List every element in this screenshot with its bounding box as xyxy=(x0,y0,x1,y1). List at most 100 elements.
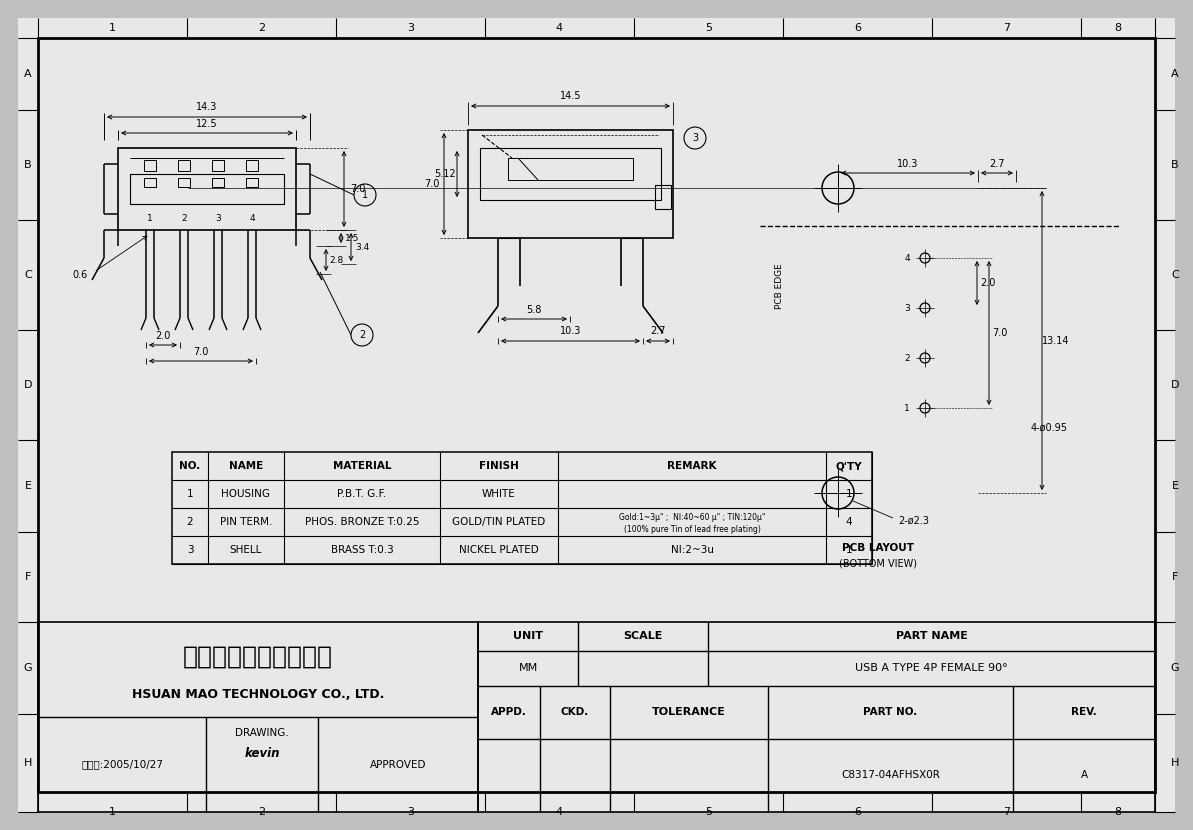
Text: D: D xyxy=(24,380,32,390)
Text: Gold:1~3μ" ;  NI:40~60 μ" ; TIN:120μ": Gold:1~3μ" ; NI:40~60 μ" ; TIN:120μ" xyxy=(619,512,765,521)
Bar xyxy=(144,178,156,187)
Text: 4: 4 xyxy=(556,23,563,33)
Text: A: A xyxy=(1081,770,1088,780)
Text: 5.8: 5.8 xyxy=(526,305,542,315)
Text: 5.12: 5.12 xyxy=(434,169,456,179)
Text: 2: 2 xyxy=(359,330,365,340)
Text: 玄茂科技股份有限公司: 玄茂科技股份有限公司 xyxy=(183,645,333,669)
Text: F: F xyxy=(25,572,31,582)
Text: PIN TERM.: PIN TERM. xyxy=(220,517,272,527)
Text: C: C xyxy=(24,270,32,280)
Text: 2.0: 2.0 xyxy=(981,278,996,288)
Text: 4: 4 xyxy=(904,253,910,262)
Text: (BOTTOM VIEW): (BOTTOM VIEW) xyxy=(839,558,917,568)
Text: Q'TY: Q'TY xyxy=(835,461,863,471)
Bar xyxy=(212,178,224,187)
Text: 4: 4 xyxy=(846,517,852,527)
Text: APPD.: APPD. xyxy=(492,707,527,717)
Text: 10.3: 10.3 xyxy=(560,326,581,336)
Text: PART NAME: PART NAME xyxy=(896,632,968,642)
Text: 1: 1 xyxy=(109,807,116,817)
Text: A: A xyxy=(24,69,32,79)
Text: DRAWING.: DRAWING. xyxy=(235,728,289,738)
Bar xyxy=(178,178,190,187)
Text: REV.: REV. xyxy=(1071,707,1096,717)
Bar xyxy=(480,148,661,200)
Text: 1: 1 xyxy=(186,489,193,499)
Text: 7.0: 7.0 xyxy=(193,347,209,357)
Text: 1.5: 1.5 xyxy=(345,233,359,242)
Bar xyxy=(468,130,673,238)
Bar xyxy=(178,160,190,171)
Text: SCALE: SCALE xyxy=(623,632,662,642)
Text: MATERIAL: MATERIAL xyxy=(333,461,391,471)
Text: 8: 8 xyxy=(1114,23,1121,33)
Text: E: E xyxy=(25,481,31,491)
Text: 1: 1 xyxy=(904,403,910,413)
Text: 5: 5 xyxy=(705,807,712,817)
Text: USB A TYPE 4P FEMALE 90°: USB A TYPE 4P FEMALE 90° xyxy=(855,663,1008,673)
Text: A: A xyxy=(1172,69,1179,79)
Text: NO.: NO. xyxy=(179,461,200,471)
Bar xyxy=(478,622,1155,812)
Text: NI:2~3u: NI:2~3u xyxy=(670,545,713,555)
Text: 14.5: 14.5 xyxy=(560,91,581,101)
Text: 2: 2 xyxy=(258,807,265,817)
Text: 1: 1 xyxy=(361,190,369,200)
Text: F: F xyxy=(1172,572,1179,582)
Text: D: D xyxy=(1170,380,1179,390)
Text: 2: 2 xyxy=(181,213,187,222)
Text: APPROVED: APPROVED xyxy=(370,759,426,769)
Text: 8: 8 xyxy=(1114,807,1121,817)
Text: 7: 7 xyxy=(1003,807,1010,817)
Text: REMARK: REMARK xyxy=(667,461,717,471)
Text: 5: 5 xyxy=(705,23,712,33)
Text: NAME: NAME xyxy=(229,461,264,471)
Bar xyxy=(246,178,258,187)
Text: 2: 2 xyxy=(904,354,910,363)
Text: GOLD/TIN PLATED: GOLD/TIN PLATED xyxy=(452,517,545,527)
Text: 7: 7 xyxy=(1003,23,1010,33)
Text: HSUAN MAO TECHNOLOGY CO., LTD.: HSUAN MAO TECHNOLOGY CO., LTD. xyxy=(131,687,384,701)
Text: (100% pure Tin of lead free plating): (100% pure Tin of lead free plating) xyxy=(624,525,760,534)
Text: 7.0: 7.0 xyxy=(993,328,1008,338)
Text: 4: 4 xyxy=(556,807,563,817)
Text: 14.3: 14.3 xyxy=(197,102,217,112)
Bar xyxy=(172,452,872,564)
Text: B: B xyxy=(1172,160,1179,170)
Text: MM: MM xyxy=(519,663,538,673)
Text: 3: 3 xyxy=(215,213,221,222)
Text: G: G xyxy=(1170,663,1180,673)
Text: SHELL: SHELL xyxy=(230,545,262,555)
Bar xyxy=(655,185,670,209)
Text: C8317-04AFHSX0R: C8317-04AFHSX0R xyxy=(841,770,940,780)
Text: 2: 2 xyxy=(186,517,193,527)
Text: 4-ø0.95: 4-ø0.95 xyxy=(1031,423,1068,433)
Text: 1: 1 xyxy=(147,213,153,222)
Text: 3: 3 xyxy=(407,807,414,817)
Text: 2.7: 2.7 xyxy=(989,159,1005,169)
Text: PART NO.: PART NO. xyxy=(864,707,917,717)
Text: H: H xyxy=(1170,758,1179,768)
Text: 1: 1 xyxy=(846,489,852,499)
Text: 2.7: 2.7 xyxy=(650,326,666,336)
Text: 2.8: 2.8 xyxy=(329,256,344,265)
Text: WHITE: WHITE xyxy=(482,489,515,499)
Text: 7.0: 7.0 xyxy=(425,179,440,189)
Text: 3: 3 xyxy=(407,23,414,33)
Bar xyxy=(246,160,258,171)
Text: P.B.T. G.F.: P.B.T. G.F. xyxy=(338,489,387,499)
Bar xyxy=(118,148,296,230)
Text: 1: 1 xyxy=(109,23,116,33)
Text: 2-ø2.3: 2-ø2.3 xyxy=(898,516,929,526)
Text: CKD.: CKD. xyxy=(561,707,589,717)
Text: 12.5: 12.5 xyxy=(196,119,218,129)
Text: TOLERANCE: TOLERANCE xyxy=(653,707,725,717)
Text: 3: 3 xyxy=(692,133,698,143)
Text: 3: 3 xyxy=(904,304,910,313)
Text: H: H xyxy=(24,758,32,768)
Text: 13.14: 13.14 xyxy=(1043,335,1070,345)
Text: NICKEL PLATED: NICKEL PLATED xyxy=(459,545,539,555)
Bar xyxy=(144,160,156,171)
Text: kevin: kevin xyxy=(245,746,279,759)
